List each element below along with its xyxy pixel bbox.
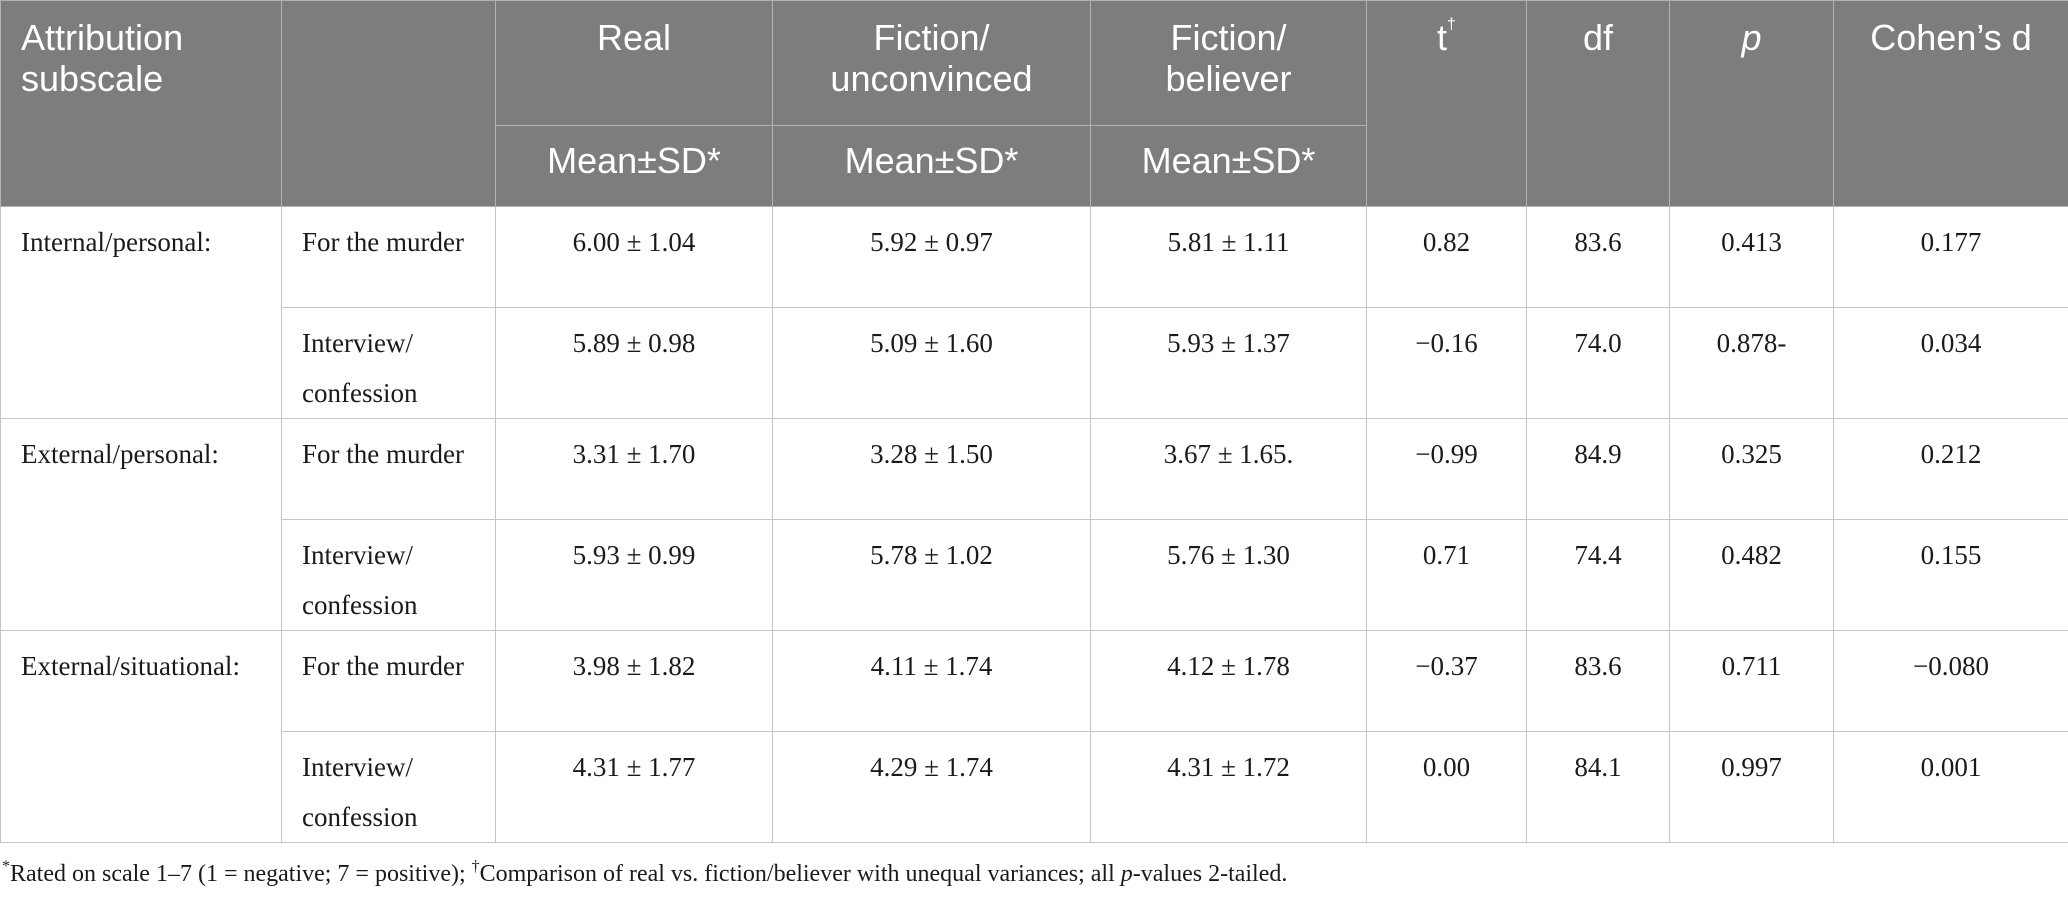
cell-p: 0.482: [1669, 519, 1834, 631]
cell-believer: 4.12 ± 1.78: [1090, 630, 1367, 732]
subscale-label: Interview/ confession: [281, 519, 496, 631]
footnote-part3: -values 2-tailed.: [1132, 861, 1288, 887]
cell-real: 6.00 ± 1.04: [495, 206, 773, 308]
footnote-part1: Rated on scale 1–7 (1 = negative; 7 = po…: [10, 861, 472, 887]
header-fiction-believer: Fiction/ believer: [1090, 0, 1367, 126]
table-row: External/situational: For the murder 3.9…: [0, 630, 2068, 843]
header-blank: [281, 0, 496, 207]
cell-t: 0.82: [1366, 206, 1527, 308]
cell-real: 3.31 ± 1.70: [495, 418, 773, 520]
table-row: Internal/personal: For the murder 6.00 ±…: [0, 206, 2068, 419]
cell-p: 0.997: [1669, 731, 1834, 843]
footnote-star: *: [2, 858, 10, 875]
cell-real: 5.93 ± 0.99: [495, 519, 773, 631]
cell-df: 74.0: [1526, 307, 1670, 419]
cell-df: 83.6: [1526, 206, 1670, 308]
cell-d: 0.034: [1833, 307, 2068, 419]
header-unconvinced-mean-sd: Mean±SD*: [772, 125, 1091, 207]
group-label: Internal/personal:: [0, 206, 282, 419]
header-p: p: [1669, 0, 1834, 207]
table-footnote: *Rated on scale 1–7 (1 = negative; 7 = p…: [0, 843, 2068, 889]
cell-df: 84.1: [1526, 731, 1670, 843]
cell-real: 5.89 ± 0.98: [495, 307, 773, 419]
results-table: Attribution subscale Real Fiction/ uncon…: [0, 0, 2068, 843]
table-row: Interview/ confession 4.31 ± 1.77 4.29 ±…: [1, 731, 2068, 843]
cell-d: 0.177: [1833, 206, 2068, 308]
table-row: External/personal: For the murder 3.31 ±…: [0, 418, 2068, 631]
cell-df: 74.4: [1526, 519, 1670, 631]
header-attribution-subscale: Attribution subscale: [0, 0, 282, 207]
cell-unconvinced: 5.78 ± 1.02: [772, 519, 1091, 631]
subscale-label: For the murder: [281, 418, 496, 520]
cell-d: −0.080: [1833, 630, 2068, 732]
cell-p: 0.325: [1669, 418, 1834, 520]
cell-real: 4.31 ± 1.77: [495, 731, 773, 843]
subscale-label: Interview/ confession: [281, 307, 496, 419]
header-t-label: t: [1437, 17, 1448, 58]
cell-t: −0.16: [1366, 307, 1527, 419]
header-real-mean-sd: Mean±SD*: [495, 125, 773, 207]
subscale-label: For the murder: [281, 206, 496, 308]
cell-p: 0.711: [1669, 630, 1834, 732]
header-real: Real: [495, 0, 773, 126]
cell-d: 0.155: [1833, 519, 2068, 631]
cell-unconvinced: 5.92 ± 0.97: [772, 206, 1091, 308]
cell-p: 0.413: [1669, 206, 1834, 308]
header-fiction-unconvinced: Fiction/ unconvinced: [772, 0, 1091, 126]
cell-df: 84.9: [1526, 418, 1670, 520]
cell-df: 83.6: [1526, 630, 1670, 732]
cell-believer: 5.76 ± 1.30: [1090, 519, 1367, 631]
cell-unconvinced: 5.09 ± 1.60: [772, 307, 1091, 419]
table-row: Interview/ confession 5.93 ± 0.99 5.78 ±…: [1, 519, 2068, 631]
header-cohens-d: Cohen’s d: [1833, 0, 2068, 207]
table-row: Interview/ confession 5.89 ± 0.98 5.09 ±…: [1, 307, 2068, 419]
group-label: External/situational:: [0, 630, 282, 843]
footnote-dagger: †: [471, 858, 480, 875]
cell-t: −0.99: [1366, 418, 1527, 520]
header-df: df: [1526, 0, 1670, 207]
cell-real: 3.98 ± 1.82: [495, 630, 773, 732]
cell-t: 0.71: [1366, 519, 1527, 631]
cell-unconvinced: 4.29 ± 1.74: [772, 731, 1091, 843]
footnote-part2: Comparison of real vs. fiction/believer …: [479, 861, 1121, 887]
cell-believer: 4.31 ± 1.72: [1090, 731, 1367, 843]
subscale-label: Interview/ confession: [281, 731, 496, 843]
cell-d: 0.212: [1833, 418, 2068, 520]
cell-believer: 5.81 ± 1.11: [1090, 206, 1367, 308]
header-t-dagger: †: [1447, 16, 1456, 33]
cell-t: −0.37: [1366, 630, 1527, 732]
cell-unconvinced: 4.11 ± 1.74: [772, 630, 1091, 732]
table-body: Internal/personal: For the murder 6.00 ±…: [0, 206, 2068, 843]
table-header: Attribution subscale Real Fiction/ uncon…: [0, 0, 2068, 207]
header-t: t†: [1366, 0, 1527, 207]
cell-t: 0.00: [1366, 731, 1527, 843]
cell-believer: 5.93 ± 1.37: [1090, 307, 1367, 419]
group-label: External/personal:: [0, 418, 282, 631]
cell-believer: 3.67 ± 1.65.: [1090, 418, 1367, 520]
cell-d: 0.001: [1833, 731, 2068, 843]
footnote-p-italic: p: [1120, 861, 1133, 887]
cell-p: 0.878-: [1669, 307, 1834, 419]
subscale-label: For the murder: [281, 630, 496, 732]
header-believer-mean-sd: Mean±SD*: [1090, 125, 1367, 207]
cell-unconvinced: 3.28 ± 1.50: [772, 418, 1091, 520]
